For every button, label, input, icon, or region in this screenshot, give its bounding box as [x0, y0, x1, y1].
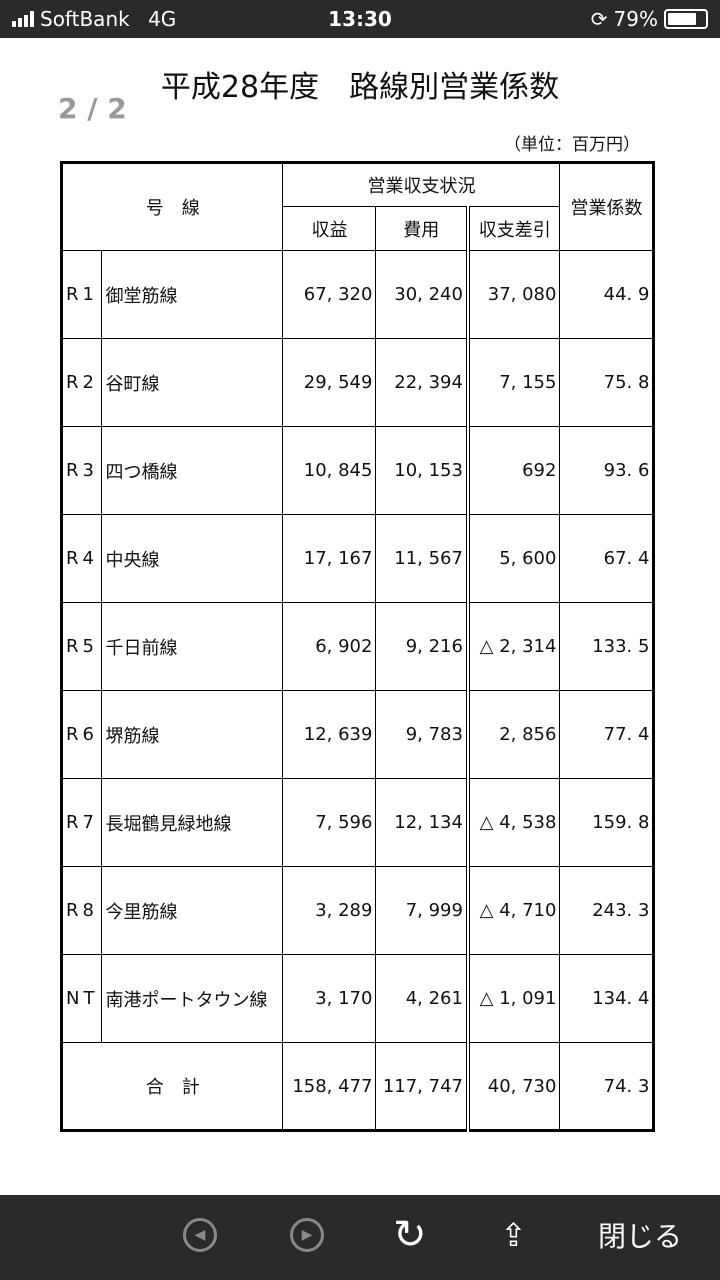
- line-name: 長堀鶴見緑地線: [101, 778, 284, 867]
- coefficient: 44. 9: [559, 250, 655, 339]
- line-name: 四つ橋線: [101, 426, 284, 515]
- close-button[interactable]: 閉じる: [598, 1220, 683, 1253]
- balance: 692: [467, 426, 561, 515]
- revenue: 3, 170: [282, 954, 377, 1043]
- header-revenue: 収益: [282, 206, 377, 251]
- table-row: R7 長堀鶴見緑地線 7, 596 12, 134 △ 4, 538 159. 8: [60, 778, 655, 867]
- back-icon: ◀: [183, 1218, 217, 1252]
- table-row: R1 御堂筋線 67, 320 30, 240 37, 080 44. 9: [60, 250, 655, 339]
- coefficient: 67. 4: [559, 514, 655, 603]
- line-code: R3: [60, 426, 103, 515]
- forward-button[interactable]: ▶: [290, 1215, 324, 1255]
- header-balance: 収支差引: [467, 206, 561, 251]
- line-name: 今里筋線: [101, 866, 284, 955]
- coefficient: 159. 8: [559, 778, 655, 867]
- line-name: 堺筋線: [101, 690, 284, 779]
- revenue: 12, 639: [282, 690, 377, 779]
- balance: △ 4, 538: [467, 778, 561, 867]
- table-row: NT 南港ポートタウン線 3, 170 4, 261 △ 1, 091 134. 4: [60, 954, 655, 1043]
- revenue: 67, 320: [282, 250, 377, 339]
- reload-icon: ↻: [393, 1212, 427, 1258]
- bottom-toolbar: ◀ ▶ ↻ ⇪ 閉じる: [0, 1195, 720, 1280]
- back-button[interactable]: ◀: [183, 1215, 217, 1255]
- table-row: R8 今里筋線 3, 289 7, 999 △ 4, 710 243. 3: [60, 866, 655, 955]
- line-name: 南港ポートタウン線: [101, 954, 284, 1043]
- revenue: 7, 596: [282, 778, 377, 867]
- share-button[interactable]: ⇪: [500, 1215, 527, 1255]
- table-row: R2 谷町線 29, 549 22, 394 7, 155 75. 8: [60, 338, 655, 427]
- cost: 10, 153: [375, 426, 470, 515]
- share-icon: ⇪: [500, 1216, 527, 1254]
- page-title: 平成28年度 路線別営業係数: [160, 70, 560, 105]
- revenue: 6, 902: [282, 602, 377, 691]
- status-bar: SoftBank 4G 13:30 ⟳ 79%: [0, 0, 720, 38]
- line-name: 千日前線: [101, 602, 284, 691]
- battery-icon: [664, 9, 708, 29]
- forward-icon: ▶: [290, 1218, 324, 1252]
- unit-label: （単位：百万円）: [504, 135, 640, 155]
- line-code: R4: [60, 514, 103, 603]
- line-code: NT: [60, 954, 103, 1043]
- total-label: 合 計: [60, 1042, 284, 1131]
- table-row: R4 中央線 17, 167 11, 567 5, 600 67. 4: [60, 514, 655, 603]
- time: 13:30: [328, 7, 392, 31]
- signal-icon: [12, 11, 34, 27]
- cost: 30, 240: [375, 250, 470, 339]
- total-cost: 117, 747: [375, 1042, 470, 1131]
- header-coefficient: 営業係数: [559, 162, 655, 251]
- line-code: R6: [60, 690, 103, 779]
- balance: △ 2, 314: [467, 602, 561, 691]
- rotation-lock-icon: ⟳: [590, 7, 608, 31]
- revenue: 29, 549: [282, 338, 377, 427]
- balance: 7, 155: [467, 338, 561, 427]
- coefficient: 75. 8: [559, 338, 655, 427]
- cost: 12, 134: [375, 778, 470, 867]
- total-balance: 40, 730: [467, 1042, 561, 1131]
- total-coef: 74. 3: [559, 1042, 655, 1131]
- coefficient: 243. 3: [559, 866, 655, 955]
- table-row: R6 堺筋線 12, 639 9, 783 2, 856 77. 4: [60, 690, 655, 779]
- revenue: 17, 167: [282, 514, 377, 603]
- table-row: R3 四つ橋線 10, 845 10, 153 692 93. 6: [60, 426, 655, 515]
- network: 4G: [148, 7, 177, 31]
- cost: 4, 261: [375, 954, 470, 1043]
- coefficient: 134. 4: [559, 954, 655, 1043]
- line-code: R7: [60, 778, 103, 867]
- coefficient: 133. 5: [559, 602, 655, 691]
- cost: 7, 999: [375, 866, 470, 955]
- cost: 11, 567: [375, 514, 470, 603]
- total-row: 合 計 158, 477 117, 747 40, 730 74. 3: [60, 1042, 655, 1131]
- coefficient: 77. 4: [559, 690, 655, 779]
- carrier: SoftBank: [40, 7, 130, 31]
- line-name: 谷町線: [101, 338, 284, 427]
- line-code: R1: [60, 250, 103, 339]
- cost: 9, 783: [375, 690, 470, 779]
- cost: 22, 394: [375, 338, 470, 427]
- battery-percent: 79%: [613, 7, 658, 31]
- balance: 37, 080: [467, 250, 561, 339]
- header-line: 号 線: [60, 162, 284, 251]
- table-row: R5 千日前線 6, 902 9, 216 △ 2, 314 133. 5: [60, 602, 655, 691]
- balance: △ 1, 091: [467, 954, 561, 1043]
- data-table: 号 線 営業収支状況 営業係数 収益 費用 収支差引 R1 御堂筋線 67, 320…: [60, 161, 656, 1132]
- cost: 9, 216: [375, 602, 470, 691]
- balance: 5, 600: [467, 514, 561, 603]
- revenue: 3, 289: [282, 866, 377, 955]
- header-status-group: 営業収支状況: [282, 162, 561, 207]
- total-revenue: 158, 477: [282, 1042, 377, 1131]
- page-indicator: 2 / 2: [58, 92, 127, 125]
- line-code: R8: [60, 866, 103, 955]
- line-name: 中央線: [101, 514, 284, 603]
- line-code: R2: [60, 338, 103, 427]
- reload-button[interactable]: ↻: [393, 1212, 427, 1258]
- balance: 2, 856: [467, 690, 561, 779]
- line-code: R5: [60, 602, 103, 691]
- balance: △ 4, 710: [467, 866, 561, 955]
- header-cost: 費用: [375, 206, 470, 251]
- revenue: 10, 845: [282, 426, 377, 515]
- coefficient: 93. 6: [559, 426, 655, 515]
- line-name: 御堂筋線: [101, 250, 284, 339]
